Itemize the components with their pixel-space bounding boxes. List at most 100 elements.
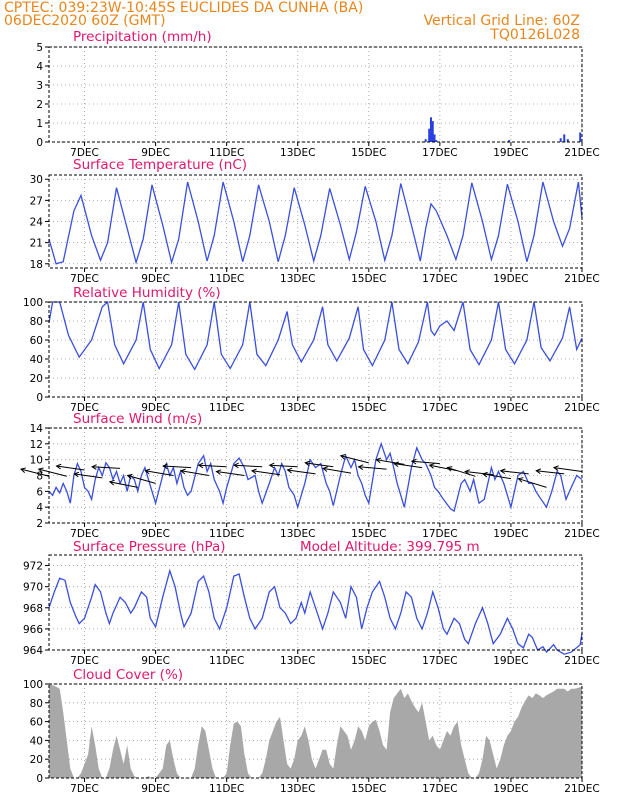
cloud-frame	[48, 683, 583, 779]
x-tick-label: 19DEC	[493, 273, 528, 285]
rh-series-line	[48, 300, 583, 371]
precip-bar	[428, 128, 431, 142]
x-tick-label: 11DEC	[209, 528, 244, 540]
wind-arrow-head	[179, 468, 186, 475]
wind-arrow-head	[91, 464, 97, 470]
wind-arrow	[216, 471, 245, 476]
y-tick-label: 40	[30, 354, 43, 366]
wind-arrow-head	[126, 473, 133, 480]
pressure-subtitle: Model Altitude: 399.795 m	[300, 539, 480, 555]
header-model-code: TQ0126L028	[489, 27, 580, 43]
wind-arrow-head	[357, 464, 364, 470]
wind-arrow	[447, 467, 476, 477]
wind-arrow-head	[375, 457, 382, 464]
wind-arrow-head	[55, 463, 62, 470]
y-tick-label: 3	[36, 80, 43, 92]
x-tick-label: 19DEC	[493, 655, 528, 667]
wind-arrow-head	[197, 462, 204, 469]
x-tick-label: 9DEC	[141, 655, 170, 667]
wind-arrow	[127, 475, 156, 484]
x-tick-label: 21DEC	[564, 528, 599, 540]
y-tick-label: 100	[23, 679, 43, 691]
wind-arrow-head	[499, 468, 506, 475]
x-tick-label: 19DEC	[493, 783, 528, 795]
y-tick-label: 1	[36, 118, 43, 130]
temp-series-line	[48, 181, 583, 265]
precip-bar	[433, 134, 436, 142]
wind-arrow-head	[215, 469, 222, 475]
y-tick-label: 970	[23, 582, 43, 594]
wind-arrow	[251, 470, 281, 476]
x-tick-label: 9DEC	[141, 402, 170, 414]
wind-arrow	[198, 464, 227, 468]
x-tick-label: 11DEC	[209, 655, 244, 667]
y-tick-label: 80	[30, 316, 43, 328]
y-tick-label: 20	[30, 754, 43, 766]
cloud-title: Cloud Cover (%)	[73, 667, 183, 683]
x-tick-label: 15DEC	[351, 147, 386, 159]
wind-arrow	[234, 464, 263, 468]
x-tick-label: 21DEC	[564, 402, 599, 414]
wind-arrow	[38, 468, 67, 477]
x-tick-label: 15DEC	[351, 273, 386, 285]
wind-arrow-head	[481, 471, 488, 478]
precip-title: Precipitation (mm/h)	[73, 29, 212, 45]
x-tick-label: 7DEC	[70, 783, 99, 795]
wind-arrow-head	[268, 462, 275, 469]
y-tick-label: 14	[30, 423, 44, 435]
y-tick-label: 60	[30, 335, 43, 347]
wind-arrow	[180, 470, 209, 476]
precip-bar	[559, 138, 562, 142]
y-tick-label: 10	[30, 455, 43, 467]
wind-frame	[48, 427, 583, 524]
wind-arrow-head	[393, 461, 399, 468]
header-run-time: 06DEC2020 60Z (GMT)	[4, 13, 166, 29]
x-tick-label: 13DEC	[280, 528, 315, 540]
wind-arrow-head	[250, 468, 257, 475]
wind-arrow-head	[37, 467, 44, 473]
wind-arrow	[92, 466, 121, 469]
header-grid-note: Vertical Grid Line: 60Z	[424, 13, 580, 29]
header-station: CPTEC: 039:23W-10:45S EUCLIDES DA CUNHA …	[4, 0, 363, 16]
x-tick-label: 9DEC	[141, 528, 170, 540]
precip-bar	[424, 139, 427, 142]
x-tick-label: 9DEC	[141, 783, 170, 795]
rh-title: Relative Humidity (%)	[73, 285, 221, 301]
x-tick-label: 13DEC	[280, 402, 315, 414]
wind-arrow	[518, 478, 547, 488]
x-tick-label: 13DEC	[280, 273, 315, 285]
wind-arrow-head	[535, 468, 542, 475]
y-tick-label: 80	[30, 698, 43, 710]
wind-arrow-head	[322, 466, 328, 472]
y-tick-label: 27	[30, 195, 43, 207]
x-tick-label: 17DEC	[422, 655, 457, 667]
wind-arrow-head	[108, 479, 115, 486]
wind-series-line	[48, 441, 583, 513]
wind-arrow	[394, 463, 423, 469]
y-tick-label: 20	[30, 373, 43, 385]
x-tick-label: 17DEC	[422, 783, 457, 795]
wind-arrow	[411, 460, 440, 465]
x-tick-label: 7DEC	[70, 655, 99, 667]
wind-arrow	[465, 471, 494, 476]
y-tick-label: 0	[36, 773, 43, 785]
y-tick-label: 60	[30, 717, 43, 729]
y-tick-label: 966	[23, 624, 43, 636]
wind-arrow	[500, 470, 529, 475]
pressure-panel: 964 966 968 970 972 7DEC 9DEC 11DEC 13DEC 15DEC 17…	[23, 539, 600, 667]
y-tick-label: 6	[36, 486, 43, 498]
y-tick-label: 18	[30, 259, 43, 271]
wind-arrow-head	[304, 460, 311, 467]
precip-bar	[429, 117, 432, 142]
x-tick-label: 13DEC	[280, 783, 315, 795]
wind-arrow	[269, 464, 298, 468]
x-tick-label: 19DEC	[493, 528, 528, 540]
x-tick-label: 21DEC	[564, 783, 599, 795]
wind-arrow	[145, 470, 174, 476]
wind-arrow	[553, 467, 583, 473]
precip-bar	[435, 140, 438, 142]
wind-arrow-head	[233, 462, 239, 469]
wind-panel: 2 4 6 8 10 12 14 7DEC 9DEC 11DEC 13DEC 15DEC 17DEC 19…	[19, 411, 600, 540]
